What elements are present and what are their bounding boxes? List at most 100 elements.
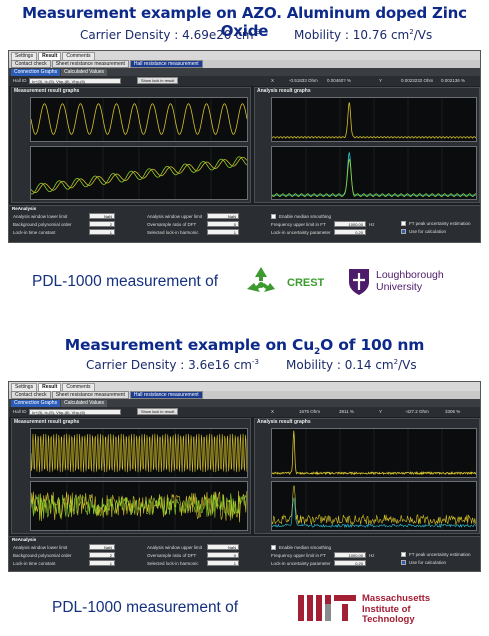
measurement-plot-bottom[interactable] [30,481,248,531]
param-oversample-input[interactable]: 0 [207,221,239,227]
azo-carrier-density: Carrier Density : 4.69e20 cm-3 [80,28,261,42]
loughborough-line1: Loughborough [376,269,444,281]
param-harmonic-input[interactable]: 1 [207,560,239,566]
tab-sheet-resistance[interactable]: Sheet resistance measurement [51,391,129,399]
loughborough-logo-text: Loughborough University [376,269,444,293]
ft-upper-limit-input[interactable]: 1000.00 [334,552,366,558]
ft-peak-uncertainty-checkbox[interactable] [401,552,406,557]
analysis-plot-bottom[interactable] [271,146,477,200]
azo-credit-text: PDL-1000 measurement of [32,273,219,290]
tab-result[interactable]: Result [38,383,62,391]
ft-upper-limit-input[interactable]: 1000.00 [334,221,366,227]
mit-logo-icon [298,595,356,621]
cu2o-properties: Carrier Density : 3.6e16 cm-3 Mobility :… [0,358,489,374]
median-smoothing-label: Enable median smoothing [279,214,332,219]
median-smoothing-checkbox[interactable] [271,214,276,219]
hall-id-select[interactable]: Ix+(3), Ix-(5), Vhp-(8), Vhp-(6) [29,78,121,84]
readout-y-percent: 0.002136 % [441,78,466,83]
show-lock-in-button[interactable]: Show lock in result [137,77,179,84]
analysis-plot-top[interactable] [271,97,477,142]
param-lower-limit-input[interactable]: NaN [89,544,115,550]
tab-hall-resistance[interactable]: Hall resistance measurement [129,391,203,399]
tab-result[interactable]: Result [38,52,62,60]
analysis-graphs-panel: Analysis result graphs [254,87,480,203]
ft-upper-limit-unit: Hz [369,553,375,558]
ft-upper-limit-unit: Hz [369,222,375,227]
param-upper-limit-input[interactable]: NaN [207,544,239,550]
param-oversample-input[interactable]: 0 [207,552,239,558]
ft-upper-limit-label: Frequency upper limit in FT [271,553,326,558]
tab-hall-resistance[interactable]: Hall resistance measurement [129,60,203,68]
hall-toolbar: Hall ID Ix+(3), Ix-(5), Vhp-(8), Vhp-(6)… [9,76,480,86]
tab-comments[interactable]: Comments [62,383,95,391]
crest-logo-text: CREST [287,277,325,289]
lockin-uncertainty-input[interactable]: 0.20 [334,560,366,566]
measurement-plot-top[interactable] [30,97,248,142]
tab-calculated-values[interactable]: Calculated Values [61,400,108,407]
readout-x-label: X [271,78,275,83]
reanalysis-title: ReAnalysis [12,537,37,542]
tab-settings[interactable]: Settings [11,52,38,60]
use-for-calculation-checkbox[interactable] [401,560,406,565]
show-lock-in-button[interactable]: Show lock in result [137,408,179,415]
param-upper-limit-input[interactable]: NaN [207,213,239,219]
measurement-plot-bottom[interactable] [30,146,248,200]
tab-comments[interactable]: Comments [62,52,95,60]
param-harmonic-input[interactable]: 1 [207,229,239,235]
use-for-calculation-label: Use for calculation [409,560,447,565]
param-lower-limit-input[interactable]: NaN [89,213,115,219]
analysis-graphs-title: Analysis result graphs [257,88,311,94]
page-title-cu2o: Measurement example on Cu2O of 100 nm [64,336,425,358]
median-smoothing-checkbox[interactable] [271,545,276,550]
tab-contact-check[interactable]: Contact check [11,391,51,399]
azo-mobility: Mobility : 10.76 cm2/Vs [294,28,433,42]
reanalysis-panel: ReAnalysis Analysis window lower limit B… [9,205,480,242]
measurement-plot-top[interactable] [30,428,248,478]
readout-x-value: -0.51833 Ohm [289,78,318,83]
cu2o-credit-text: PDL-1000 measurement of [52,599,239,616]
tab-connection-graphs[interactable]: Connection Graphs [11,400,61,407]
analysis-plot-top[interactable] [271,428,477,478]
tab-connection-graphs[interactable]: Connection Graphs [11,69,61,76]
param-upper-limit-label: Analysis window upper limit [147,545,203,550]
measurement-graphs-title: Measurement result graphs [14,88,80,94]
ft-peak-uncertainty-checkbox[interactable] [401,221,406,226]
lockin-uncertainty-label: Lock-in uncertainty parameter [271,561,331,566]
hall-id-select[interactable]: Ix+(3), Ix-(5), Vhp-(8), Vhp-(6) [29,409,121,415]
tab-settings[interactable]: Settings [11,383,38,391]
tab-calculated-values[interactable]: Calculated Values [61,69,108,76]
sub-tabs: Contact check Sheet resistance measureme… [9,60,480,68]
fft-green-trace [272,158,476,198]
reanalysis-panel: ReAnalysis Analysis window lower limit B… [9,536,480,571]
cu2o-carrier-density: Carrier Density : 3.6e16 cm-3 [86,358,259,372]
fft-peak-trace [272,430,476,476]
app-screenshot-cu2o: Settings Result Comments Contact check S… [8,381,481,572]
param-bg-order-input[interactable]: 2 [89,552,115,558]
crest-logo-icon [244,265,278,299]
lockin-uncertainty-input[interactable]: 0.20 [334,229,366,235]
analysis-plot-bottom[interactable] [271,481,477,531]
mit-line3: Technology [362,614,415,625]
param-time-constant-input[interactable]: 1 [89,560,115,566]
measurement-graphs-panel: Measurement result graphs [11,87,251,203]
param-harmonic-label: Selected lock-in harmonic [147,561,199,566]
param-time-constant-label: Lock-in time constant [13,561,56,566]
param-bg-order-input[interactable]: 2 [89,221,115,227]
param-upper-limit-label: Analysis window upper limit [147,214,203,219]
mit-line1: Massachusetts [362,593,431,604]
mit-logo-text: Massachusetts Institute of Technology [362,593,431,626]
hall-id-label: Hall ID [13,409,27,414]
measurement-graphs-title: Measurement result graphs [14,419,80,425]
param-lower-limit-label: Analysis window lower limit [13,214,68,219]
loughborough-crest-icon [348,268,370,296]
ft-peak-uncertainty-label: FT peak uncertainty estimation [409,552,471,557]
param-oversample-label: Oversample ratio of DFT [147,553,197,558]
use-for-calculation-checkbox[interactable] [401,229,406,234]
param-time-constant-input[interactable]: 1 [89,229,115,235]
cu2o-mobility: Mobility : 0.14 cm2/Vs [286,358,417,372]
fft-peak-trace [272,102,476,139]
page-title-azo: Measurement example on AZO. Aluminum dop… [22,4,467,40]
tab-contact-check[interactable]: Contact check [11,60,51,68]
azo-properties: Carrier Density : 4.69e20 cm-3 Mobility … [0,28,489,44]
tab-sheet-resistance[interactable]: Sheet resistance measurement [51,60,129,68]
